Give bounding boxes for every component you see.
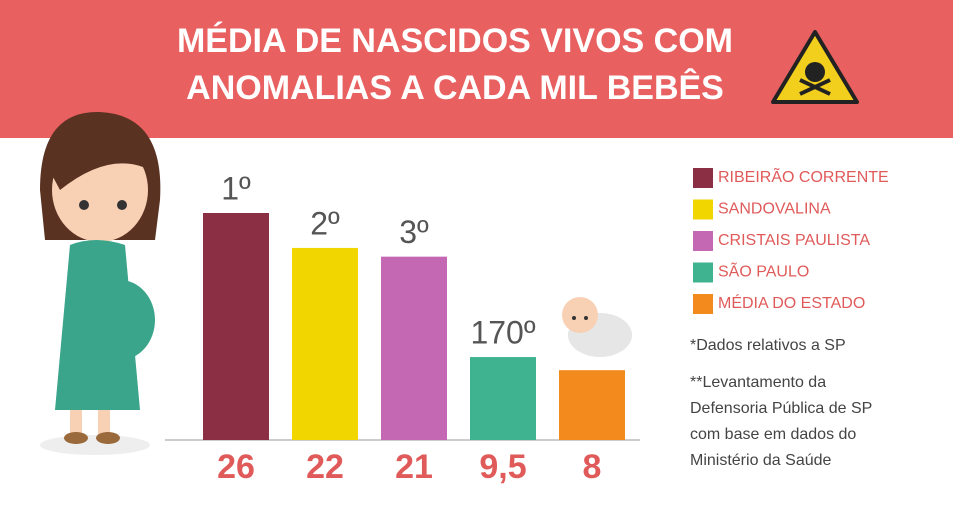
bar — [470, 357, 536, 440]
legend-label: SANDOVALINA — [718, 201, 831, 218]
note: *Dados relativos a SP — [690, 337, 846, 354]
legend-label: RIBEIRÃO CORRENTE — [718, 166, 889, 186]
rank-label: 2º — [310, 205, 340, 241]
legend-label: SÃO PAULO — [718, 261, 809, 281]
legend-label: MÉDIA DO ESTADO — [718, 293, 865, 312]
note: **Levantamento da Defensoria Pública de … — [690, 374, 873, 469]
legend-swatch — [693, 168, 713, 188]
bar — [559, 370, 625, 440]
bar — [292, 247, 358, 440]
legend-label: CRISTAIS PAULISTA — [718, 232, 870, 249]
rank-label: 1º — [221, 170, 251, 206]
legend-swatch — [693, 199, 713, 220]
chart-title: MÉDIA DE NASCIDOS VIVOS COM ANOMALIAS A … — [176, 22, 734, 107]
legend-swatch — [693, 231, 713, 251]
value-label: 9,5 — [479, 448, 526, 486]
value-label: 26 — [217, 448, 255, 486]
baby-illustration — [562, 297, 632, 357]
legend-swatch — [693, 262, 713, 283]
bar — [381, 256, 447, 440]
value-label: 8 — [583, 448, 602, 486]
legend-swatch — [693, 294, 713, 314]
woman-illustration — [40, 111, 161, 455]
value-label: 21 — [395, 448, 433, 486]
hazard-icon — [771, 30, 859, 104]
rank-label: 170º — [470, 315, 535, 351]
value-label: 22 — [306, 448, 344, 486]
bar — [203, 213, 269, 440]
rank-label: 3º — [399, 214, 429, 250]
